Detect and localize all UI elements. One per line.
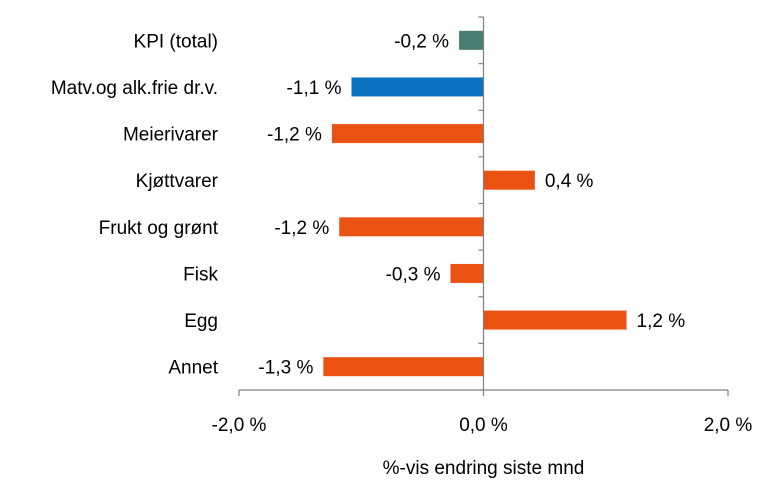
bar bbox=[323, 357, 484, 377]
bar bbox=[459, 30, 484, 50]
data-label: -0,2 % bbox=[394, 31, 449, 52]
category-label: Fisk bbox=[183, 264, 218, 285]
data-label: -1,1 % bbox=[287, 78, 342, 99]
x-tick-label: -2,0 % bbox=[212, 415, 267, 436]
category-label: Annet bbox=[168, 358, 218, 379]
bar bbox=[450, 263, 484, 283]
category-label: Egg bbox=[184, 311, 218, 332]
labels-group: -2,0 % 0,0 % 2,0 % KPI (total) -0,2 % Matv.og… bbox=[51, 31, 753, 436]
x-tick-label: 0,0 % bbox=[459, 415, 508, 436]
category-label: Matv.og alk.frie dr.v. bbox=[51, 78, 218, 99]
x-tick-label: 2,0 % bbox=[704, 415, 753, 436]
category-label: KPI (total) bbox=[134, 31, 218, 52]
data-label: -1,2 % bbox=[274, 218, 329, 239]
bar bbox=[339, 217, 484, 237]
data-label: 1,2 % bbox=[637, 311, 686, 332]
bar bbox=[483, 170, 535, 190]
ticks-group bbox=[238, 16, 729, 396]
bars-group bbox=[323, 30, 627, 377]
data-label: -0,3 % bbox=[386, 264, 441, 285]
bar bbox=[483, 310, 627, 330]
data-label: -1,2 % bbox=[267, 125, 322, 146]
category-label: Meierivarer bbox=[123, 125, 219, 146]
data-label: -1,3 % bbox=[258, 358, 313, 379]
category-label: Kjøttvarer bbox=[136, 171, 219, 192]
data-label: 0,4 % bbox=[545, 171, 594, 192]
x-axis-title: %-vis endring siste mnd bbox=[383, 458, 585, 479]
category-label: Frukt og grønt bbox=[99, 218, 219, 239]
bar bbox=[331, 124, 484, 144]
bar bbox=[351, 77, 484, 97]
